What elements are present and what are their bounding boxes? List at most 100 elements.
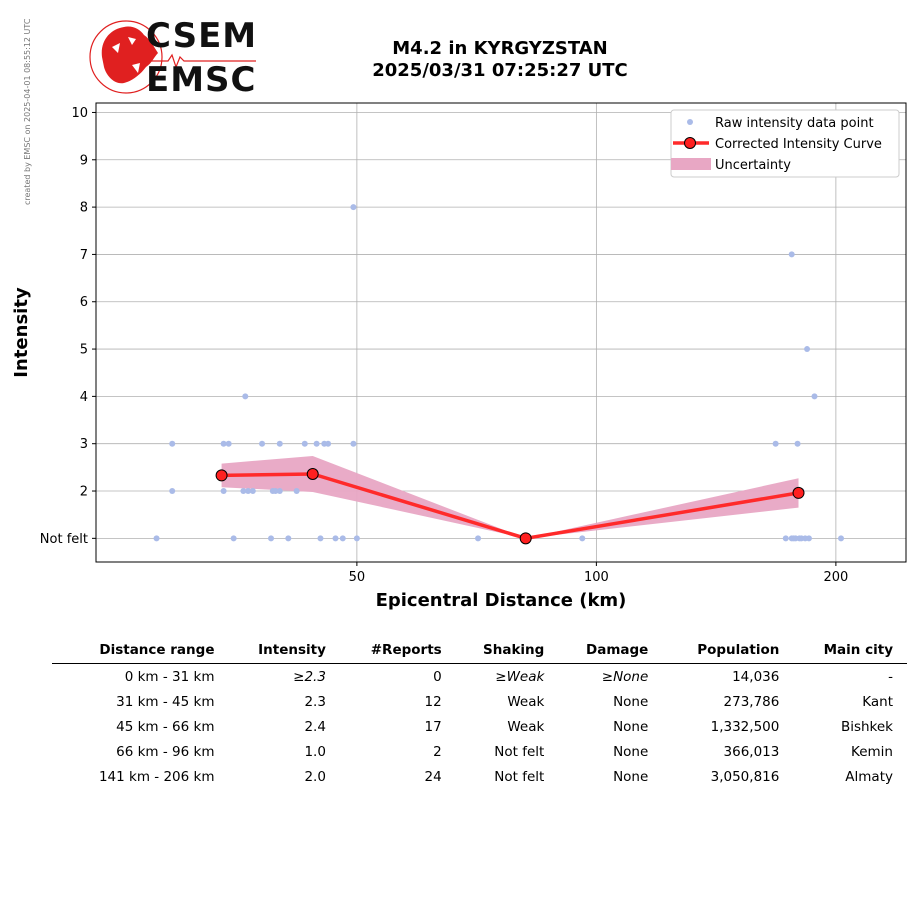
legend-box [670,109,900,178]
cell-distance-range: 66 km - 96 km [116,743,215,760]
raw-data-point [332,535,339,542]
cell-main-city: Kemin [851,743,893,760]
intensity-table: Distance range Intensity #Reports Shakin… [52,640,907,789]
x-tick-label: 50 [349,570,366,585]
raw-data-point [220,488,227,495]
x-tick-label: 200 [823,570,848,585]
raw-data-point [293,488,300,495]
table-row: 141 km - 206 km 2.0 24 Not felt None 3,050,81… [52,764,907,789]
raw-data-point [313,440,320,447]
legend-uncertainty-swatch [671,158,711,170]
header-main-city: Main city [793,640,907,664]
cell-damage: None [613,743,649,760]
y-tick-label: 9 [80,153,88,168]
logo-emsc-text: EMSC [146,60,257,100]
raw-data-point [579,535,586,542]
raw-data-point [225,440,232,447]
raw-data-point [350,440,357,447]
raw-data-point [838,535,845,542]
cell-reports: 24 [424,768,442,785]
raw-data-point [325,440,332,447]
raw-data-point [782,535,789,542]
raw-data-point [350,204,357,211]
curve-marker [306,467,319,480]
curve-marker [792,486,805,499]
y-tick-label: 6 [80,295,88,310]
cell-main-city: Kant [862,693,893,710]
raw-data-point [220,440,227,447]
y-tick-label: 7 [80,248,88,263]
raw-data-point [249,488,256,495]
x-tick-label: 100 [584,570,609,585]
cell-intensity: ≥2.3 [293,668,326,685]
y-tick-label: 5 [80,343,88,358]
table-header-row: Distance range Intensity #Reports Shakin… [52,640,907,664]
cell-shaking: ≥Weak [495,668,545,685]
cell-main-city: Bishkek [840,718,893,735]
cell-damage: ≥None [601,668,649,685]
cell-population: 273,786 [723,693,780,710]
raw-data-point [242,393,249,400]
cell-distance-range: 0 km - 31 km [124,668,215,685]
raw-data-point [772,440,779,447]
table-row: 31 km - 45 km 2.3 12 Weak None 273,786 Kant [52,689,907,714]
raw-data-point [339,535,346,542]
cell-population: 366,013 [723,743,780,760]
raw-data-point [169,440,176,447]
table-row: 45 km - 66 km 2.4 17 Weak None 1,332,500 Bishk… [52,714,907,739]
legend-raw-marker [687,119,693,125]
table-row: 0 km - 31 km ≥2.3 0 ≥Weak ≥None 14,036 - [52,664,907,690]
cell-shaking: Weak [507,718,545,735]
chart-title-line1: M4.2 in KYRGYZSTAN [392,38,608,59]
corrected-curve-line [221,472,799,541]
cell-shaking: Not felt [494,768,545,785]
y-tick-label: 2 [80,485,88,500]
cell-intensity: 2.0 [304,768,326,785]
curve-marker [215,469,228,482]
legend-curve-marker [684,137,696,149]
y-tick-label: Not felt [40,532,88,547]
y-tick-label: 4 [80,390,88,405]
y-tick-label: 10 [71,106,88,121]
cell-damage: None [613,693,649,710]
y-axis-label: Intensity [11,287,32,378]
raw-data-point [811,393,818,400]
raw-data-point [475,535,482,542]
header-population: Population [662,640,794,664]
chart-title-line2: 2025/03/31 07:25:27 UTC [372,60,628,81]
cell-population: 14,036 [732,668,780,685]
raw-data-point [276,440,283,447]
raw-data-point [301,440,308,447]
cell-distance-range: 141 km - 206 km [98,768,215,785]
legend-entry-label: Uncertainty [715,158,791,173]
cell-reports: 2 [433,743,442,760]
uncertainty-band [221,456,799,539]
raw-data-point [285,535,292,542]
raw-data-point [240,488,247,495]
x-axis-label: Epicentral Distance (km) [376,590,627,611]
header-distance-range: Distance range [52,640,229,664]
cell-population: 3,050,816 [710,768,780,785]
cell-intensity: 2.4 [304,718,326,735]
raw-data-point [230,535,237,542]
header-shaking: Shaking [455,640,559,664]
raw-data-point [804,346,811,353]
raw-data-point [317,535,324,542]
csem-emsc-logo: CSEM EMSC [88,17,258,99]
raw-data-point [259,440,266,447]
y-tick-label: 8 [80,201,88,216]
header-reports: #Reports [339,640,456,664]
raw-data-point [169,488,176,495]
cell-damage: None [613,768,649,785]
cell-main-city: - [888,668,893,685]
raw-data-point [788,251,795,258]
intensity-chart: Not felt 2 3 4 5 6 7 8 9 10 50 100 200 Epicentral Dis… [11,102,907,611]
raw-data-point [794,440,801,447]
raw-data-point [268,535,275,542]
legend-entry-label: Raw intensity data point [715,116,874,131]
logo-csem-text: CSEM [146,16,258,56]
cell-reports: 0 [433,668,442,685]
cell-shaking: Weak [507,693,545,710]
raw-data-point [272,488,279,495]
table-row: 66 km - 96 km 1.0 2 Not felt None 366,013 Kemi… [52,739,907,764]
